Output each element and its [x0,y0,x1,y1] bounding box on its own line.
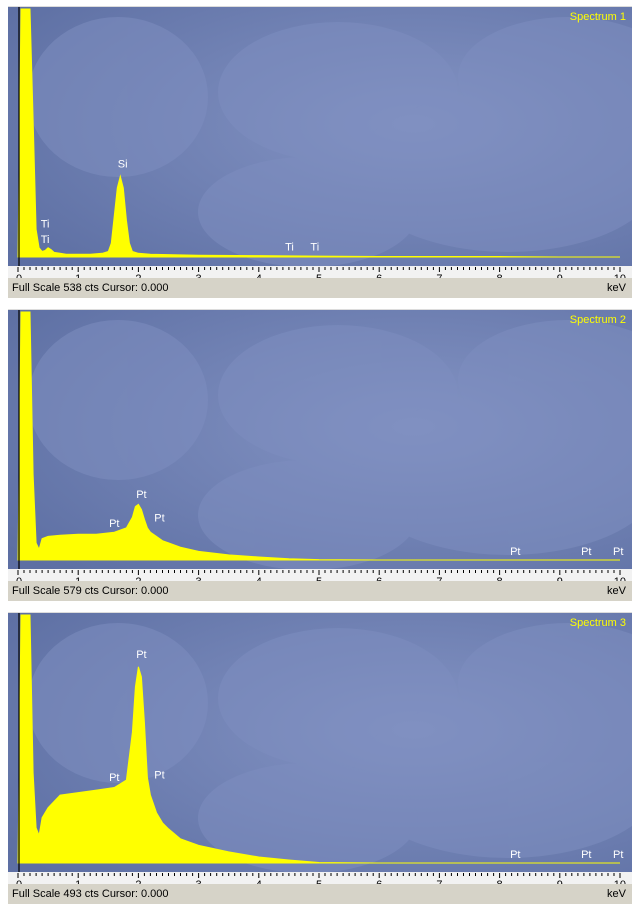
peak-label: Ti [310,242,319,254]
x-unit-label: keV [607,888,626,900]
peak-label: Pt [510,546,520,558]
spectrum-svg-1: Ti Ti Si Ti Ti [8,7,632,267]
peak-label: Pt [136,489,146,501]
peak-label: Pt [510,849,520,861]
status-bar: Full Scale 493 cts Cursor: 0.000 keV [8,884,632,904]
peak-label: Pt [109,772,119,784]
sem-texture [28,320,632,570]
peak-label: Si [118,159,128,171]
spectrum-panel-1: Ti Ti Si Ti Ti Spectrum 1 0 1 2 3 4 5 6 7 8 9 10 Full … [8,6,632,298]
status-text: Full Scale 538 cts Cursor: 0.000 [12,282,169,294]
spectrum-trace [17,311,620,561]
spectrum-trace [17,614,620,864]
spectrum-panel-2: Pt Pt Pt Pt Pt Pt Spectrum 2 0 1 2 3 4 5 6 7 8 9 10 Ful… [8,309,632,601]
status-text: Full Scale 493 cts Cursor: 0.000 [12,888,169,900]
peak-label: Pt [581,546,591,558]
x-unit-label: keV [607,282,626,294]
spectrum-plot-1[interactable]: Ti Ti Si Ti Ti Spectrum 1 [8,6,632,267]
spectrum-trace [17,8,620,258]
peak-label: Pt [581,849,591,861]
sem-texture [28,17,632,267]
x-axis: 0 1 2 3 4 5 6 7 8 9 10 [8,266,632,285]
spectrum-title: Spectrum 3 [569,617,626,629]
peak-label: Ti [41,219,50,231]
peak-label: Pt [613,849,623,861]
peak-label: Pt [109,518,119,530]
peak-label: Pt [154,513,164,525]
peak-label: Ti [41,234,50,246]
spectrum-title: Spectrum 2 [569,314,626,326]
x-axis: 0 1 2 3 4 5 6 7 8 9 10 [8,872,632,891]
status-text: Full Scale 579 cts Cursor: 0.000 [12,585,169,597]
spectrum-panel-3: Pt Pt Pt Pt Pt Pt Spectrum 3 0 1 2 3 4 5 6 7 8 9 10 Ful… [8,612,632,904]
peak-label: Ti [285,242,294,254]
spectrum-svg-3: Pt Pt Pt Pt Pt Pt [8,613,632,873]
x-unit-label: keV [607,585,626,597]
spectrum-plot-2[interactable]: Pt Pt Pt Pt Pt Pt Spectrum 2 [8,309,632,570]
status-bar: Full Scale 538 cts Cursor: 0.000 keV [8,278,632,298]
sem-texture [28,623,632,873]
peak-label: Pt [154,770,164,782]
peak-label: Pt [136,649,146,661]
peak-label: Pt [613,546,623,558]
spectrum-plot-3[interactable]: Pt Pt Pt Pt Pt Pt Spectrum 3 [8,612,632,873]
status-bar: Full Scale 579 cts Cursor: 0.000 keV [8,581,632,601]
spectrum-svg-2: Pt Pt Pt Pt Pt Pt [8,310,632,570]
x-axis: 0 1 2 3 4 5 6 7 8 9 10 [8,569,632,588]
spectrum-title: Spectrum 1 [569,11,626,23]
